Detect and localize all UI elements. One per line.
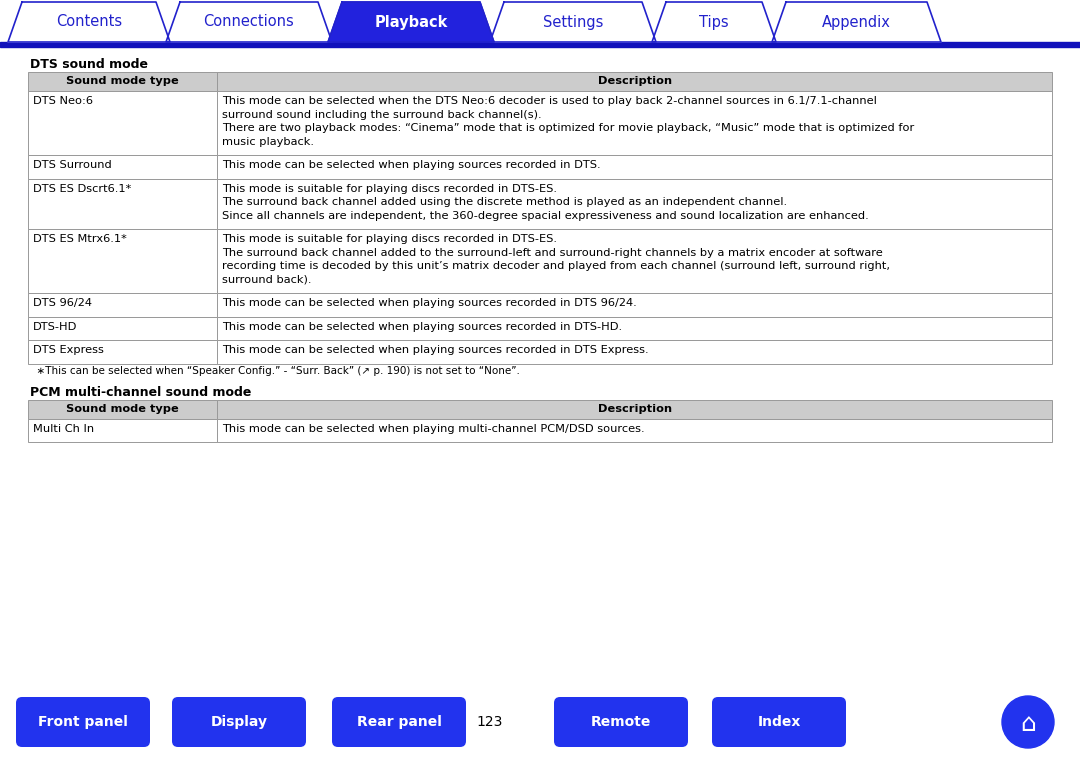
- FancyBboxPatch shape: [712, 697, 846, 747]
- Polygon shape: [772, 2, 941, 42]
- Bar: [28, 91, 217, 155]
- Bar: [28, 179, 217, 229]
- FancyBboxPatch shape: [16, 697, 150, 747]
- Text: Tips: Tips: [699, 14, 729, 30]
- Text: ∗This can be selected when “Speaker Config.” - “Surr. Back” (↗ p. 190) is not se: ∗This can be selected when “Speaker Conf…: [30, 367, 519, 377]
- Circle shape: [1002, 696, 1054, 748]
- Polygon shape: [328, 2, 494, 42]
- Text: 123: 123: [476, 715, 503, 729]
- Text: Appendix: Appendix: [822, 14, 891, 30]
- Text: DTS Express: DTS Express: [33, 345, 104, 355]
- Text: DTS 96/24: DTS 96/24: [33, 298, 92, 308]
- Bar: [217, 400, 1052, 419]
- Bar: [217, 340, 1052, 364]
- Text: Index: Index: [757, 715, 800, 729]
- Polygon shape: [8, 2, 170, 42]
- Text: This mode can be selected when playing sources recorded in DTS.: This mode can be selected when playing s…: [222, 160, 602, 170]
- Text: ⌂: ⌂: [1021, 712, 1036, 736]
- Bar: [217, 229, 1052, 293]
- Bar: [217, 91, 1052, 155]
- Text: Description: Description: [597, 77, 672, 87]
- Bar: [28, 419, 217, 442]
- Bar: [28, 72, 217, 91]
- Text: Sound mode type: Sound mode type: [66, 77, 179, 87]
- Text: This mode is suitable for playing discs recorded in DTS-ES.
The surround back ch: This mode is suitable for playing discs …: [222, 183, 869, 221]
- Text: Multi Ch In: Multi Ch In: [33, 424, 94, 434]
- Bar: [217, 293, 1052, 317]
- Text: Playback: Playback: [375, 14, 448, 30]
- Bar: [0, 42, 1080, 47]
- Bar: [28, 317, 217, 340]
- Text: Remote: Remote: [591, 715, 651, 729]
- FancyBboxPatch shape: [554, 697, 688, 747]
- Text: Display: Display: [211, 715, 268, 729]
- Bar: [28, 340, 217, 364]
- Text: Rear panel: Rear panel: [356, 715, 442, 729]
- Text: This mode can be selected when playing sources recorded in DTS 96/24.: This mode can be selected when playing s…: [222, 298, 637, 308]
- Text: Front panel: Front panel: [38, 715, 127, 729]
- Bar: [217, 72, 1052, 91]
- Bar: [217, 419, 1052, 442]
- Bar: [28, 293, 217, 317]
- Text: Contents: Contents: [56, 14, 122, 30]
- FancyBboxPatch shape: [172, 697, 306, 747]
- Polygon shape: [652, 2, 777, 42]
- Text: This mode can be selected when playing multi-channel PCM/DSD sources.: This mode can be selected when playing m…: [222, 424, 645, 434]
- Text: This mode can be selected when playing sources recorded in DTS-HD.: This mode can be selected when playing s…: [222, 321, 622, 332]
- FancyBboxPatch shape: [332, 697, 465, 747]
- Bar: [28, 155, 217, 179]
- Text: PCM multi-channel sound mode: PCM multi-channel sound mode: [30, 386, 252, 399]
- Text: DTS Surround: DTS Surround: [33, 160, 111, 170]
- Text: Settings: Settings: [543, 14, 604, 30]
- Text: DTS ES Mtrx6.1*: DTS ES Mtrx6.1*: [33, 234, 126, 244]
- Bar: [217, 155, 1052, 179]
- Text: This mode can be selected when playing sources recorded in DTS Express.: This mode can be selected when playing s…: [222, 345, 649, 355]
- Text: This mode is suitable for playing discs recorded in DTS-ES.
The surround back ch: This mode is suitable for playing discs …: [222, 234, 890, 285]
- Text: DTS ES Dscrt6.1*: DTS ES Dscrt6.1*: [33, 183, 132, 193]
- Bar: [217, 317, 1052, 340]
- Text: Description: Description: [597, 404, 672, 414]
- Text: This mode can be selected when the DTS Neo:6 decoder is used to play back 2-chan: This mode can be selected when the DTS N…: [222, 96, 915, 147]
- Bar: [217, 179, 1052, 229]
- Text: DTS-HD: DTS-HD: [33, 321, 78, 332]
- Polygon shape: [166, 2, 332, 42]
- Text: Connections: Connections: [204, 14, 295, 30]
- Text: DTS sound mode: DTS sound mode: [30, 58, 148, 71]
- Bar: [28, 229, 217, 293]
- Bar: [28, 400, 217, 419]
- Text: DTS Neo:6: DTS Neo:6: [33, 96, 93, 106]
- Text: Sound mode type: Sound mode type: [66, 404, 179, 414]
- Polygon shape: [490, 2, 656, 42]
